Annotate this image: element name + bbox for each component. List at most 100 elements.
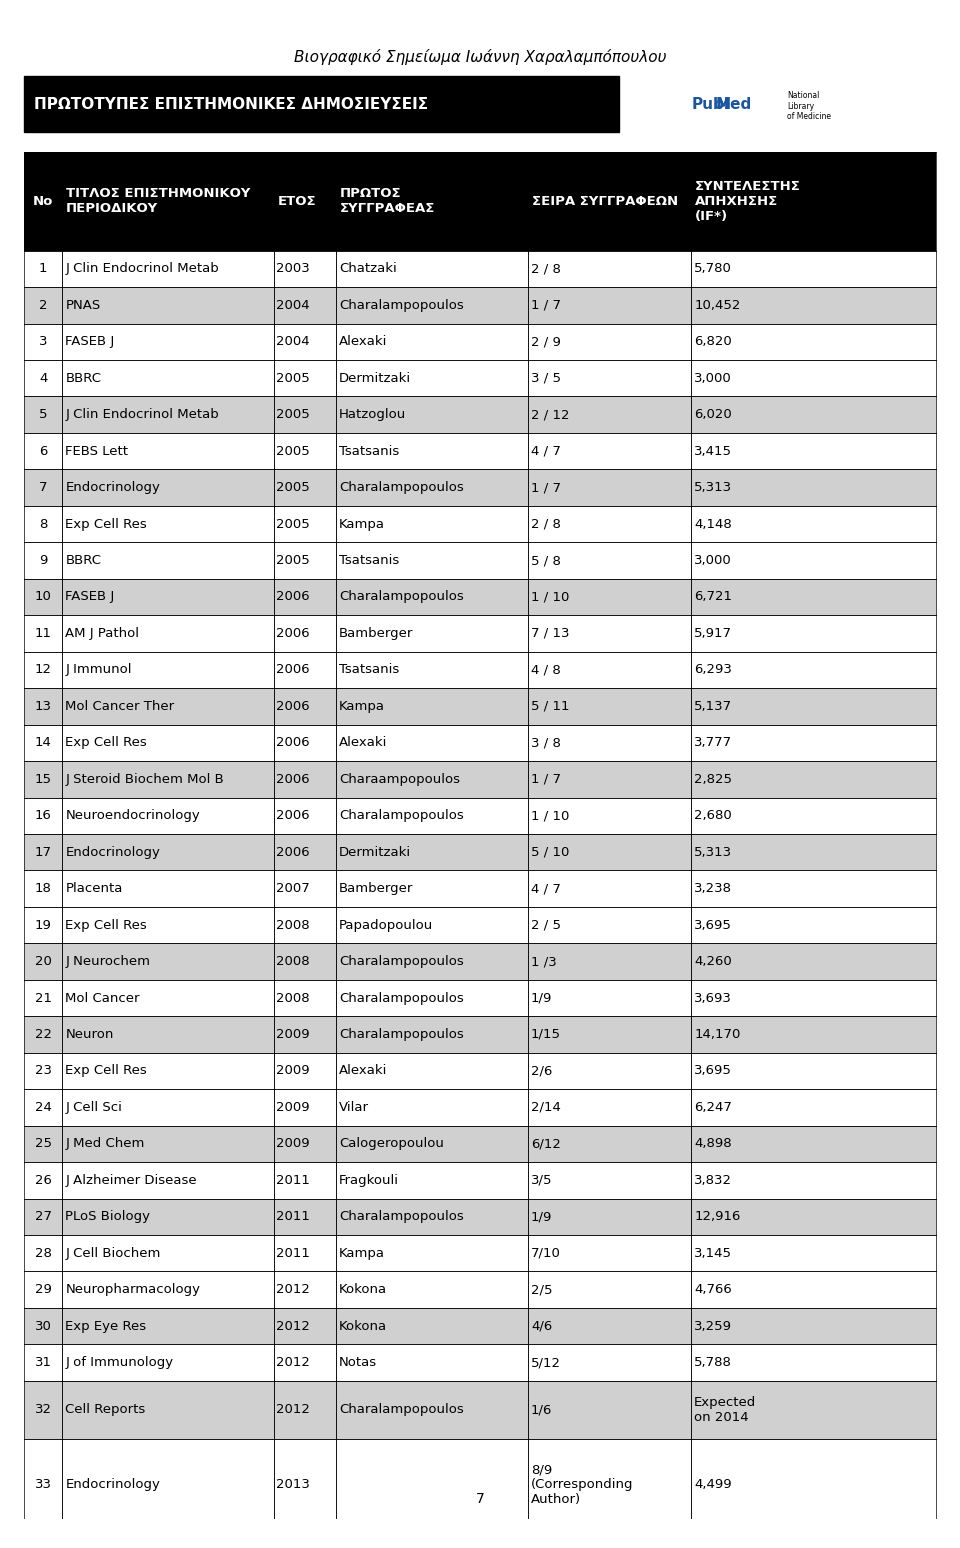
Text: Fragkouli: Fragkouli	[339, 1173, 399, 1187]
Bar	[24, 1440, 62, 1531]
Bar	[274, 1198, 336, 1235]
Bar	[274, 943, 336, 980]
Text: 2006: 2006	[276, 737, 310, 749]
Bar	[691, 652, 936, 689]
Text: 16: 16	[35, 810, 52, 822]
Text: ΣΥΝΤΕΛΕΣΤΗΣ
ΑΠΗΧΗΣΗΣ
(IF*): ΣΥΝΤΕΛΕΣΤΗΣ ΑΠΗΧΗΣΗΣ (IF*)	[695, 180, 801, 223]
Text: 2013: 2013	[276, 1478, 310, 1491]
Bar	[274, 361, 336, 396]
Text: Alexaki: Alexaki	[339, 737, 387, 749]
Bar	[336, 1271, 528, 1308]
Bar	[691, 1308, 936, 1344]
Bar	[24, 1015, 62, 1053]
Text: J Alzheimer Disease: J Alzheimer Disease	[65, 1173, 197, 1187]
Text: 3,832: 3,832	[694, 1173, 732, 1187]
Bar	[336, 1344, 528, 1381]
Text: 2008: 2008	[276, 918, 310, 932]
Text: 2 / 12: 2 / 12	[531, 409, 569, 421]
Text: 2011: 2011	[276, 1246, 310, 1260]
Text: 2006: 2006	[276, 664, 310, 676]
Text: 4,499: 4,499	[694, 1478, 732, 1491]
Text: 30: 30	[35, 1319, 52, 1333]
Text: 6,721: 6,721	[694, 590, 732, 604]
Bar	[691, 433, 936, 469]
Text: 3,695: 3,695	[694, 918, 732, 932]
Bar	[336, 542, 528, 579]
Text: Mol Cancer: Mol Cancer	[65, 992, 140, 1005]
Text: 8/9
(Corresponding
Author): 8/9 (Corresponding Author)	[531, 1463, 634, 1506]
Bar	[691, 1015, 936, 1053]
Text: J Med Chem: J Med Chem	[65, 1138, 145, 1150]
Bar	[24, 724, 62, 762]
Bar	[24, 762, 62, 797]
Text: 1/9: 1/9	[531, 1211, 552, 1223]
Bar	[336, 1381, 528, 1440]
Bar	[336, 980, 528, 1015]
Text: J Immunol: J Immunol	[65, 664, 132, 676]
Text: ΠΡΩΤΟΣ
ΣΥΓΓΡΑΦΕΑΣ: ΠΡΩΤΟΣ ΣΥΓΓΡΑΦΕΑΣ	[340, 187, 435, 215]
Bar	[24, 1381, 62, 1440]
Bar	[691, 1053, 936, 1090]
Text: No: No	[33, 195, 54, 207]
Bar	[274, 1271, 336, 1308]
Text: 1 / 10: 1 / 10	[531, 810, 569, 822]
Text: 12,916: 12,916	[694, 1211, 740, 1223]
Bar	[62, 286, 274, 324]
Text: Charalampopoulos: Charalampopoulos	[339, 992, 464, 1005]
Bar	[62, 907, 274, 943]
Text: Endocrinology: Endocrinology	[65, 845, 160, 859]
Text: 33: 33	[35, 1478, 52, 1491]
Bar	[528, 1198, 691, 1235]
Text: 7: 7	[475, 1492, 485, 1506]
Bar	[24, 870, 62, 907]
Bar	[691, 689, 936, 724]
Bar	[528, 1163, 691, 1198]
Text: Neuroendocrinology: Neuroendocrinology	[65, 810, 200, 822]
Bar	[24, 689, 62, 724]
Bar	[528, 361, 691, 396]
Text: 5/12: 5/12	[531, 1356, 561, 1368]
Bar	[274, 469, 336, 506]
Text: 2 / 9: 2 / 9	[531, 336, 561, 348]
Bar	[691, 1344, 936, 1381]
Text: 23: 23	[35, 1065, 52, 1077]
Bar	[24, 1344, 62, 1381]
Text: Cell Reports: Cell Reports	[65, 1404, 146, 1416]
Text: 2012: 2012	[276, 1283, 310, 1296]
Bar	[274, 980, 336, 1015]
Bar	[336, 762, 528, 797]
Text: 2004: 2004	[276, 336, 310, 348]
Bar	[274, 724, 336, 762]
Text: 2 / 8: 2 / 8	[531, 517, 561, 531]
Bar	[274, 286, 336, 324]
Text: Hatzoglou: Hatzoglou	[339, 409, 406, 421]
Text: 6/12: 6/12	[531, 1138, 561, 1150]
Text: 2005: 2005	[276, 372, 310, 385]
Text: 5: 5	[39, 409, 47, 421]
Text: BBRC: BBRC	[65, 372, 102, 385]
Text: 5,780: 5,780	[694, 262, 732, 276]
Bar	[62, 762, 274, 797]
Text: 2012: 2012	[276, 1404, 310, 1416]
Bar	[24, 506, 62, 542]
Text: 14: 14	[35, 737, 52, 749]
Text: 2006: 2006	[276, 810, 310, 822]
Text: Charalampopoulos: Charalampopoulos	[339, 810, 464, 822]
Bar	[62, 870, 274, 907]
Text: 7: 7	[39, 481, 47, 494]
Text: Exp Cell Res: Exp Cell Res	[65, 737, 147, 749]
Bar	[62, 1163, 274, 1198]
Bar	[691, 834, 936, 870]
Bar	[336, 324, 528, 361]
Text: 3,415: 3,415	[694, 444, 732, 458]
Text: Charaampopoulos: Charaampopoulos	[339, 772, 460, 786]
Bar	[62, 251, 274, 286]
Bar	[24, 615, 62, 652]
Text: 5,788: 5,788	[694, 1356, 732, 1368]
Bar	[24, 579, 62, 615]
Bar	[274, 433, 336, 469]
Text: AM J Pathol: AM J Pathol	[65, 627, 139, 639]
Text: 20: 20	[35, 955, 52, 968]
Text: J Neurochem: J Neurochem	[65, 955, 151, 968]
Bar	[691, 1090, 936, 1125]
